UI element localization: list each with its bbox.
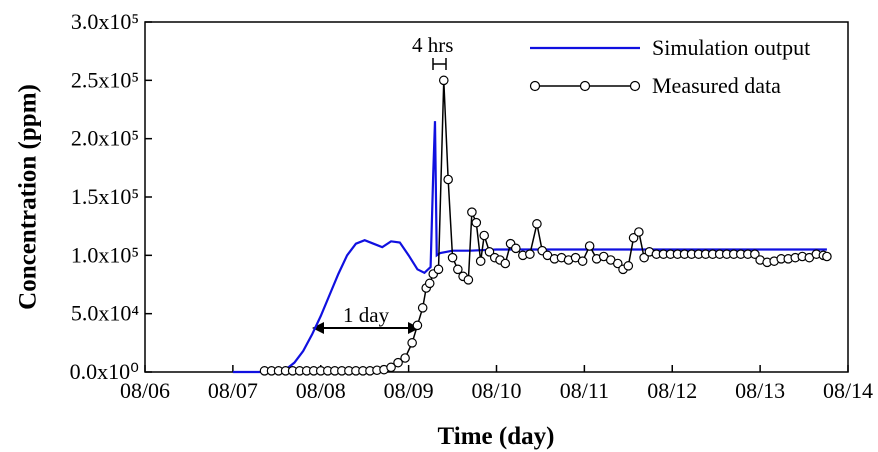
x-tick-label: 08/14 [823,378,873,403]
data-point [475,256,486,266]
annotation-1day: 1 day [312,303,420,334]
data-point [500,258,511,269]
data-point [628,233,639,243]
legend-marker [579,80,591,92]
x-tick-label: 08/09 [384,378,434,403]
x-tick-label: 08/10 [471,378,521,403]
arrow-head [312,322,420,334]
series-line [232,121,827,374]
data-point [438,75,449,86]
data-point [433,264,444,275]
x-tick-label: 08/11 [560,378,609,403]
data-point [424,278,435,289]
data-point [412,320,423,331]
data-point [453,264,463,275]
data-point [525,249,535,259]
data-point [386,362,396,373]
x-tick-label: 08/06 [120,378,170,403]
data-point [447,252,458,263]
data-point [612,258,623,269]
y-tick-label: 1.5x10⁵ [71,184,139,209]
annotation: 4 hrs [412,33,453,57]
data-point [634,227,644,237]
data-point [471,217,482,228]
x-tick-label: 08/08 [296,378,346,403]
y-tick-label: 2.5x10⁵ [71,67,139,92]
data-point [623,261,634,271]
y-tick-label: 2.0x10⁵ [71,126,139,151]
y-tick-label: 0.0x10⁰ [70,359,140,384]
data-point [417,303,428,313]
legend-label: Simulation output [652,35,810,60]
x-tick-label: 08/12 [647,378,697,403]
annotation: 1 day [343,303,390,327]
data-point [584,241,595,251]
annotation-4hrs: 4 hrs [412,33,453,70]
x-tick-label: 08/13 [735,378,785,403]
data-point [511,243,521,254]
y-tick-label: 1.0x10⁵ [71,242,139,267]
data-point [407,338,417,348]
x-tick-label: 08/07 [208,378,258,403]
data-point [443,174,453,185]
legend-label: Measured data [652,73,781,98]
data-point [400,353,410,363]
legend-item: Simulation output [530,35,810,60]
data-point [532,219,542,229]
legend-item: Measured data [529,73,781,98]
data-point [577,256,588,266]
data-point [463,275,474,285]
data-point [750,249,760,259]
data-point [484,247,495,257]
x-axis-title: Time (day) [438,423,555,450]
data-point [467,207,477,217]
legend-marker [629,80,641,92]
y-tick-label: 5.0x10⁴ [71,301,140,326]
data-point [822,251,832,262]
y-tick-label: 3.0x10⁵ [71,9,139,34]
y-axis-title: Concentration (ppm) [15,84,42,310]
data-point [479,230,489,241]
legend-marker [529,80,541,92]
data-point [393,357,403,368]
data-point [639,252,649,263]
